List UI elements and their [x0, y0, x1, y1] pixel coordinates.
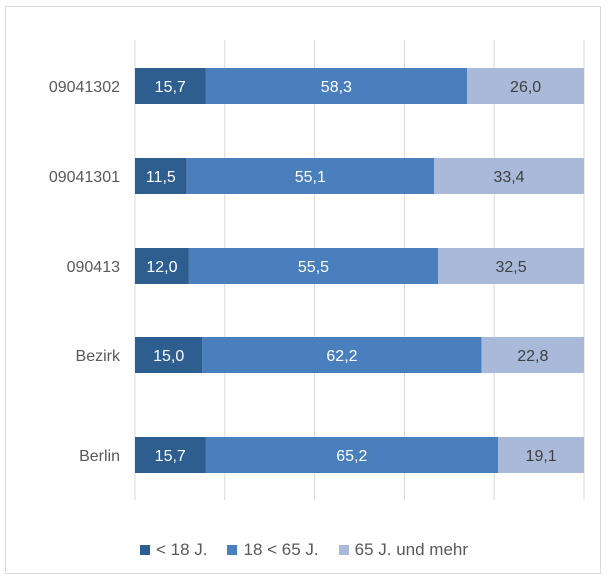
legend-label-under-18: < 18 J. — [155, 540, 208, 559]
bar-segment — [498, 437, 584, 473]
data-label: 55,1 — [295, 169, 326, 186]
bar-segment — [135, 337, 203, 373]
stacked-bar-chart: 09041302 09041301 090413 Bezirk Berlin 15,7 5… — [49, 40, 585, 500]
data-label: 15,7 — [155, 79, 186, 96]
legend-item-65-plus: 65 J. und mehr — [338, 540, 469, 560]
data-label: 32,5 — [495, 259, 526, 276]
data-label: 58,3 — [321, 79, 352, 96]
bar-segment — [467, 68, 584, 104]
bar-segment — [434, 158, 584, 194]
bar-segment — [135, 437, 206, 473]
category-label: 090413 — [67, 259, 120, 276]
legend-swatch-under-18 — [139, 545, 150, 555]
data-label: 12,0 — [146, 259, 177, 276]
data-label: 55,5 — [298, 259, 329, 276]
bar-segment — [135, 248, 189, 284]
data-label: 15,7 — [155, 448, 186, 465]
data-label: 15,0 — [153, 348, 184, 365]
bar-segment — [135, 158, 187, 194]
category-label: 09041301 — [49, 169, 120, 186]
data-label: 11,5 — [146, 169, 176, 186]
category-label: Berlin — [79, 448, 120, 465]
data-label: 65,2 — [336, 448, 367, 465]
data-label: 19,1 — [526, 448, 557, 465]
legend-label-65-plus: 65 J. und mehr — [354, 540, 469, 559]
bar-segment — [481, 337, 584, 373]
data-label: 22,8 — [517, 348, 548, 365]
data-labels: 15,7 58,3 26,0 11,5 55,1 33,4 12,0 55,5 32,5 15,0… — [146, 79, 557, 465]
category-label: Bezirk — [76, 348, 121, 365]
bars — [135, 68, 584, 473]
legend: < 18 J. 18 < 65 J. 65 J. und mehr — [0, 540, 608, 560]
category-labels: 09041302 09041301 090413 Bezirk Berlin — [49, 79, 121, 465]
bar-segment — [438, 248, 584, 284]
legend-item-under-18: < 18 J. — [139, 540, 208, 560]
legend-item-18-to-65: 18 < 65 J. — [227, 540, 319, 560]
legend-swatch-65-plus — [338, 545, 349, 555]
bar-segment — [202, 337, 482, 373]
bar-segment — [205, 68, 468, 104]
bar-segment — [188, 248, 439, 284]
category-label: 09041302 — [49, 79, 120, 96]
legend-swatch-18-to-65 — [227, 545, 238, 555]
data-label: 33,4 — [493, 169, 524, 186]
data-label: 62,2 — [326, 348, 357, 365]
legend-label-18-to-65: 18 < 65 J. — [243, 540, 319, 559]
bar-segment — [186, 158, 435, 194]
bar-segment — [135, 68, 206, 104]
data-label: 26,0 — [510, 79, 541, 96]
bar-segment — [205, 437, 499, 473]
